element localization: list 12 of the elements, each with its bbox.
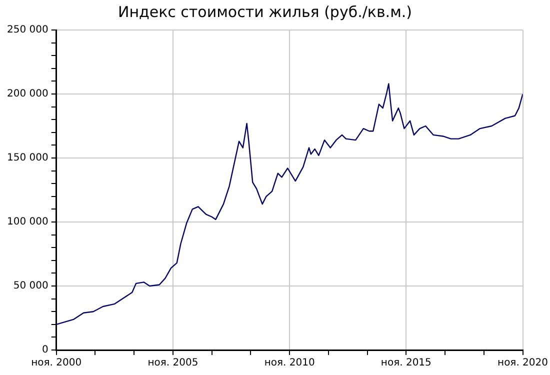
x-tick-label: ноя. 2005 [148, 358, 198, 369]
y-tick-label: 250 000 [6, 24, 48, 36]
x-tick-label: ноя. 2015 [380, 358, 432, 369]
y-tick-label: 50 000 [13, 280, 48, 292]
chart-title: Индекс стоимости жилья (руб./кв.м.) [118, 2, 412, 21]
y-tick-label: 200 000 [6, 88, 48, 100]
y-tick-label: 0 [42, 344, 48, 356]
x-tick-label: ноя. 2000 [31, 358, 82, 369]
x-tick-label: ноя. 2020 [498, 358, 548, 369]
y-tick-label: 100 000 [6, 216, 48, 228]
x-tick-label: ноя. 2010 [264, 358, 315, 369]
y-tick-label: 150 000 [6, 152, 48, 164]
